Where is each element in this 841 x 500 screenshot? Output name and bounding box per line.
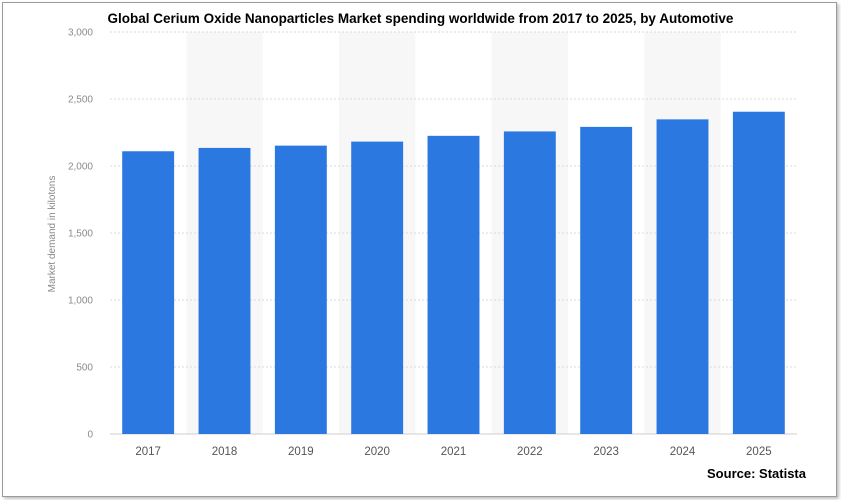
x-tick-label: 2021 [441,446,467,458]
bar-2019 [274,145,327,434]
bar-2020 [351,141,404,434]
x-tick-label: 2020 [364,446,390,458]
chart-title: Global Cerium Oxide Nanoparticles Market… [107,11,734,26]
y-tick-label: 3,000 [68,28,93,39]
bar-2023 [580,126,633,434]
bar-2022 [503,131,556,435]
bar-2018 [198,147,251,434]
y-tick-label: 2,500 [68,95,93,106]
y-axis-label: Market demand in kilotons [47,176,58,293]
y-tick-labels: 0 500 1,000 1,500 2,000 2,500 3,000 [68,28,93,441]
x-tick-label: 2017 [135,446,161,458]
x-tick-label: 2022 [517,446,543,458]
x-tick-label: 2025 [746,446,772,458]
x-tick-labels: 2017 2018 2019 2020 2021 2022 2023 2024 2025 [135,446,771,458]
bar-2024 [656,119,709,435]
x-tick-label: 2018 [212,446,238,458]
bar-2025 [732,111,785,434]
bar-2021 [427,135,480,434]
bar-2017 [122,151,175,434]
x-tick-label: 2023 [593,446,619,458]
y-tick-label: 2,000 [68,162,93,173]
y-tick-label: 1,500 [68,229,93,240]
y-tick-label: 500 [76,363,93,374]
y-tick-label: 1,000 [68,296,93,307]
x-tick-label: 2024 [670,446,696,458]
x-tick-label: 2019 [288,446,314,458]
y-tick-label: 0 [87,430,93,441]
bars [122,111,785,435]
source-label: Source: Statista [707,466,806,481]
